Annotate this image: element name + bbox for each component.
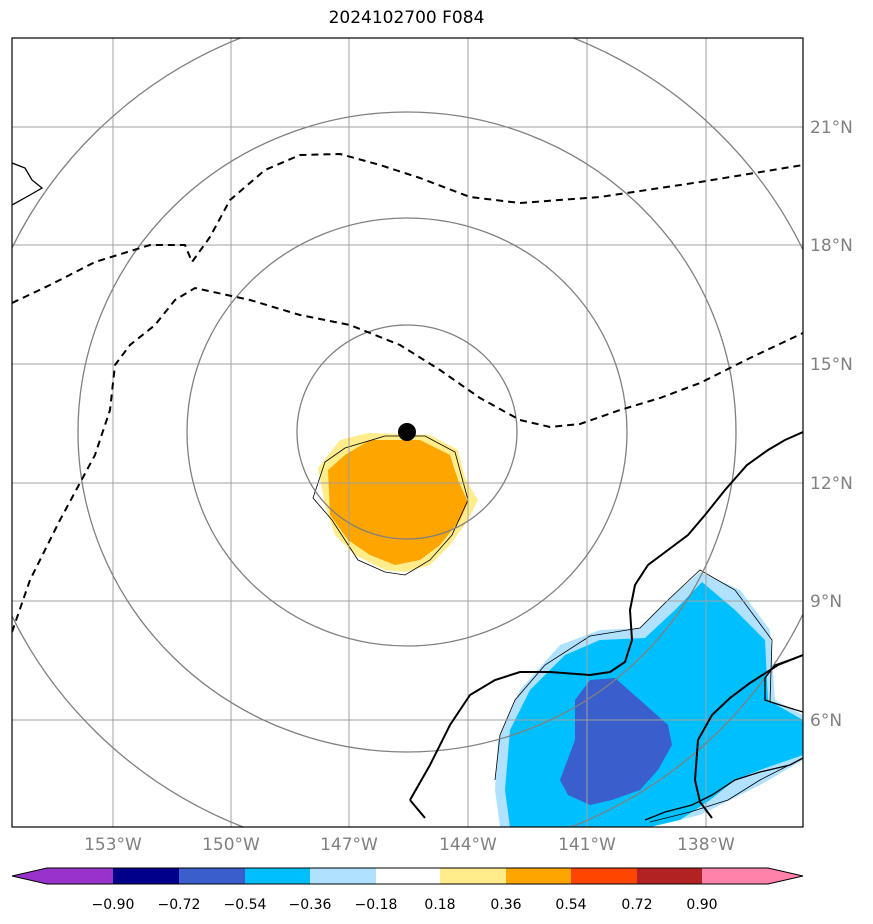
map-area (12, 38, 803, 827)
map-frame (11, 37, 804, 828)
colorbar-segment (637, 868, 702, 884)
colorbar-tick-label: −0.72 (158, 897, 201, 913)
range-rings (12, 38, 803, 827)
colorbar-segment (47, 868, 113, 884)
lon-label-141w: 141°W (558, 835, 616, 855)
colorbar-tick-label: 0.54 (555, 897, 586, 913)
lat-label-21n: 21°N (810, 118, 853, 138)
colorbar-extend-max (768, 868, 803, 884)
colorbar-tick-label: 0.36 (490, 897, 521, 913)
colorbar-segment (506, 868, 571, 884)
lon-label-153w: 153°W (84, 835, 142, 855)
lat-label-15n: 15°N (810, 355, 853, 375)
colorbar-tick-label: −0.36 (289, 897, 332, 913)
colorbar-segment (571, 868, 637, 884)
colorbar-segment (179, 868, 245, 884)
map-title: 2024102700 F084 (328, 8, 485, 28)
colorbar-segment (376, 868, 440, 884)
colorbar-outline (11, 867, 804, 885)
colorbar-segment (702, 868, 768, 884)
lat-label-6n: 6°N (810, 711, 842, 731)
lon-label-150w: 150°W (202, 835, 260, 855)
lat-label-18n: 18°N (810, 236, 853, 256)
colorbar-tick-label: −0.18 (355, 897, 398, 913)
colorbar: −0.90 −0.72 −0.54 −0.36 −0.18 0.18 0.36 … (11, 867, 804, 913)
lat-label-9n: 9°N (810, 592, 842, 612)
colorbar-segment (245, 868, 310, 884)
lat-label-12n: 12°N (810, 474, 853, 494)
colorbar-segment (113, 868, 179, 884)
lon-label-144w: 144°W (439, 835, 497, 855)
positive-anomaly-shading (312, 433, 478, 576)
graticule (12, 38, 803, 827)
colorbar-segment (310, 868, 376, 884)
lon-label-147w: 147°W (320, 835, 378, 855)
colorbar-tick-label: −0.90 (92, 897, 135, 913)
dashed-contours (12, 152, 803, 633)
storm-center-dot (398, 423, 416, 441)
colorbar-tick-label: 0.72 (621, 897, 652, 913)
colorbar-tick-label: −0.54 (224, 897, 267, 913)
colorbar-extend-min (12, 868, 47, 884)
colorbar-tick-label: 0.90 (686, 897, 717, 913)
solid-contours (409, 431, 803, 819)
negative-anomaly-shading (494, 569, 803, 827)
lon-label-138w: 138°W (677, 835, 735, 855)
colorbar-segment (440, 868, 506, 884)
coastline (12, 162, 803, 821)
colorbar-tick-label: 0.18 (424, 897, 455, 913)
